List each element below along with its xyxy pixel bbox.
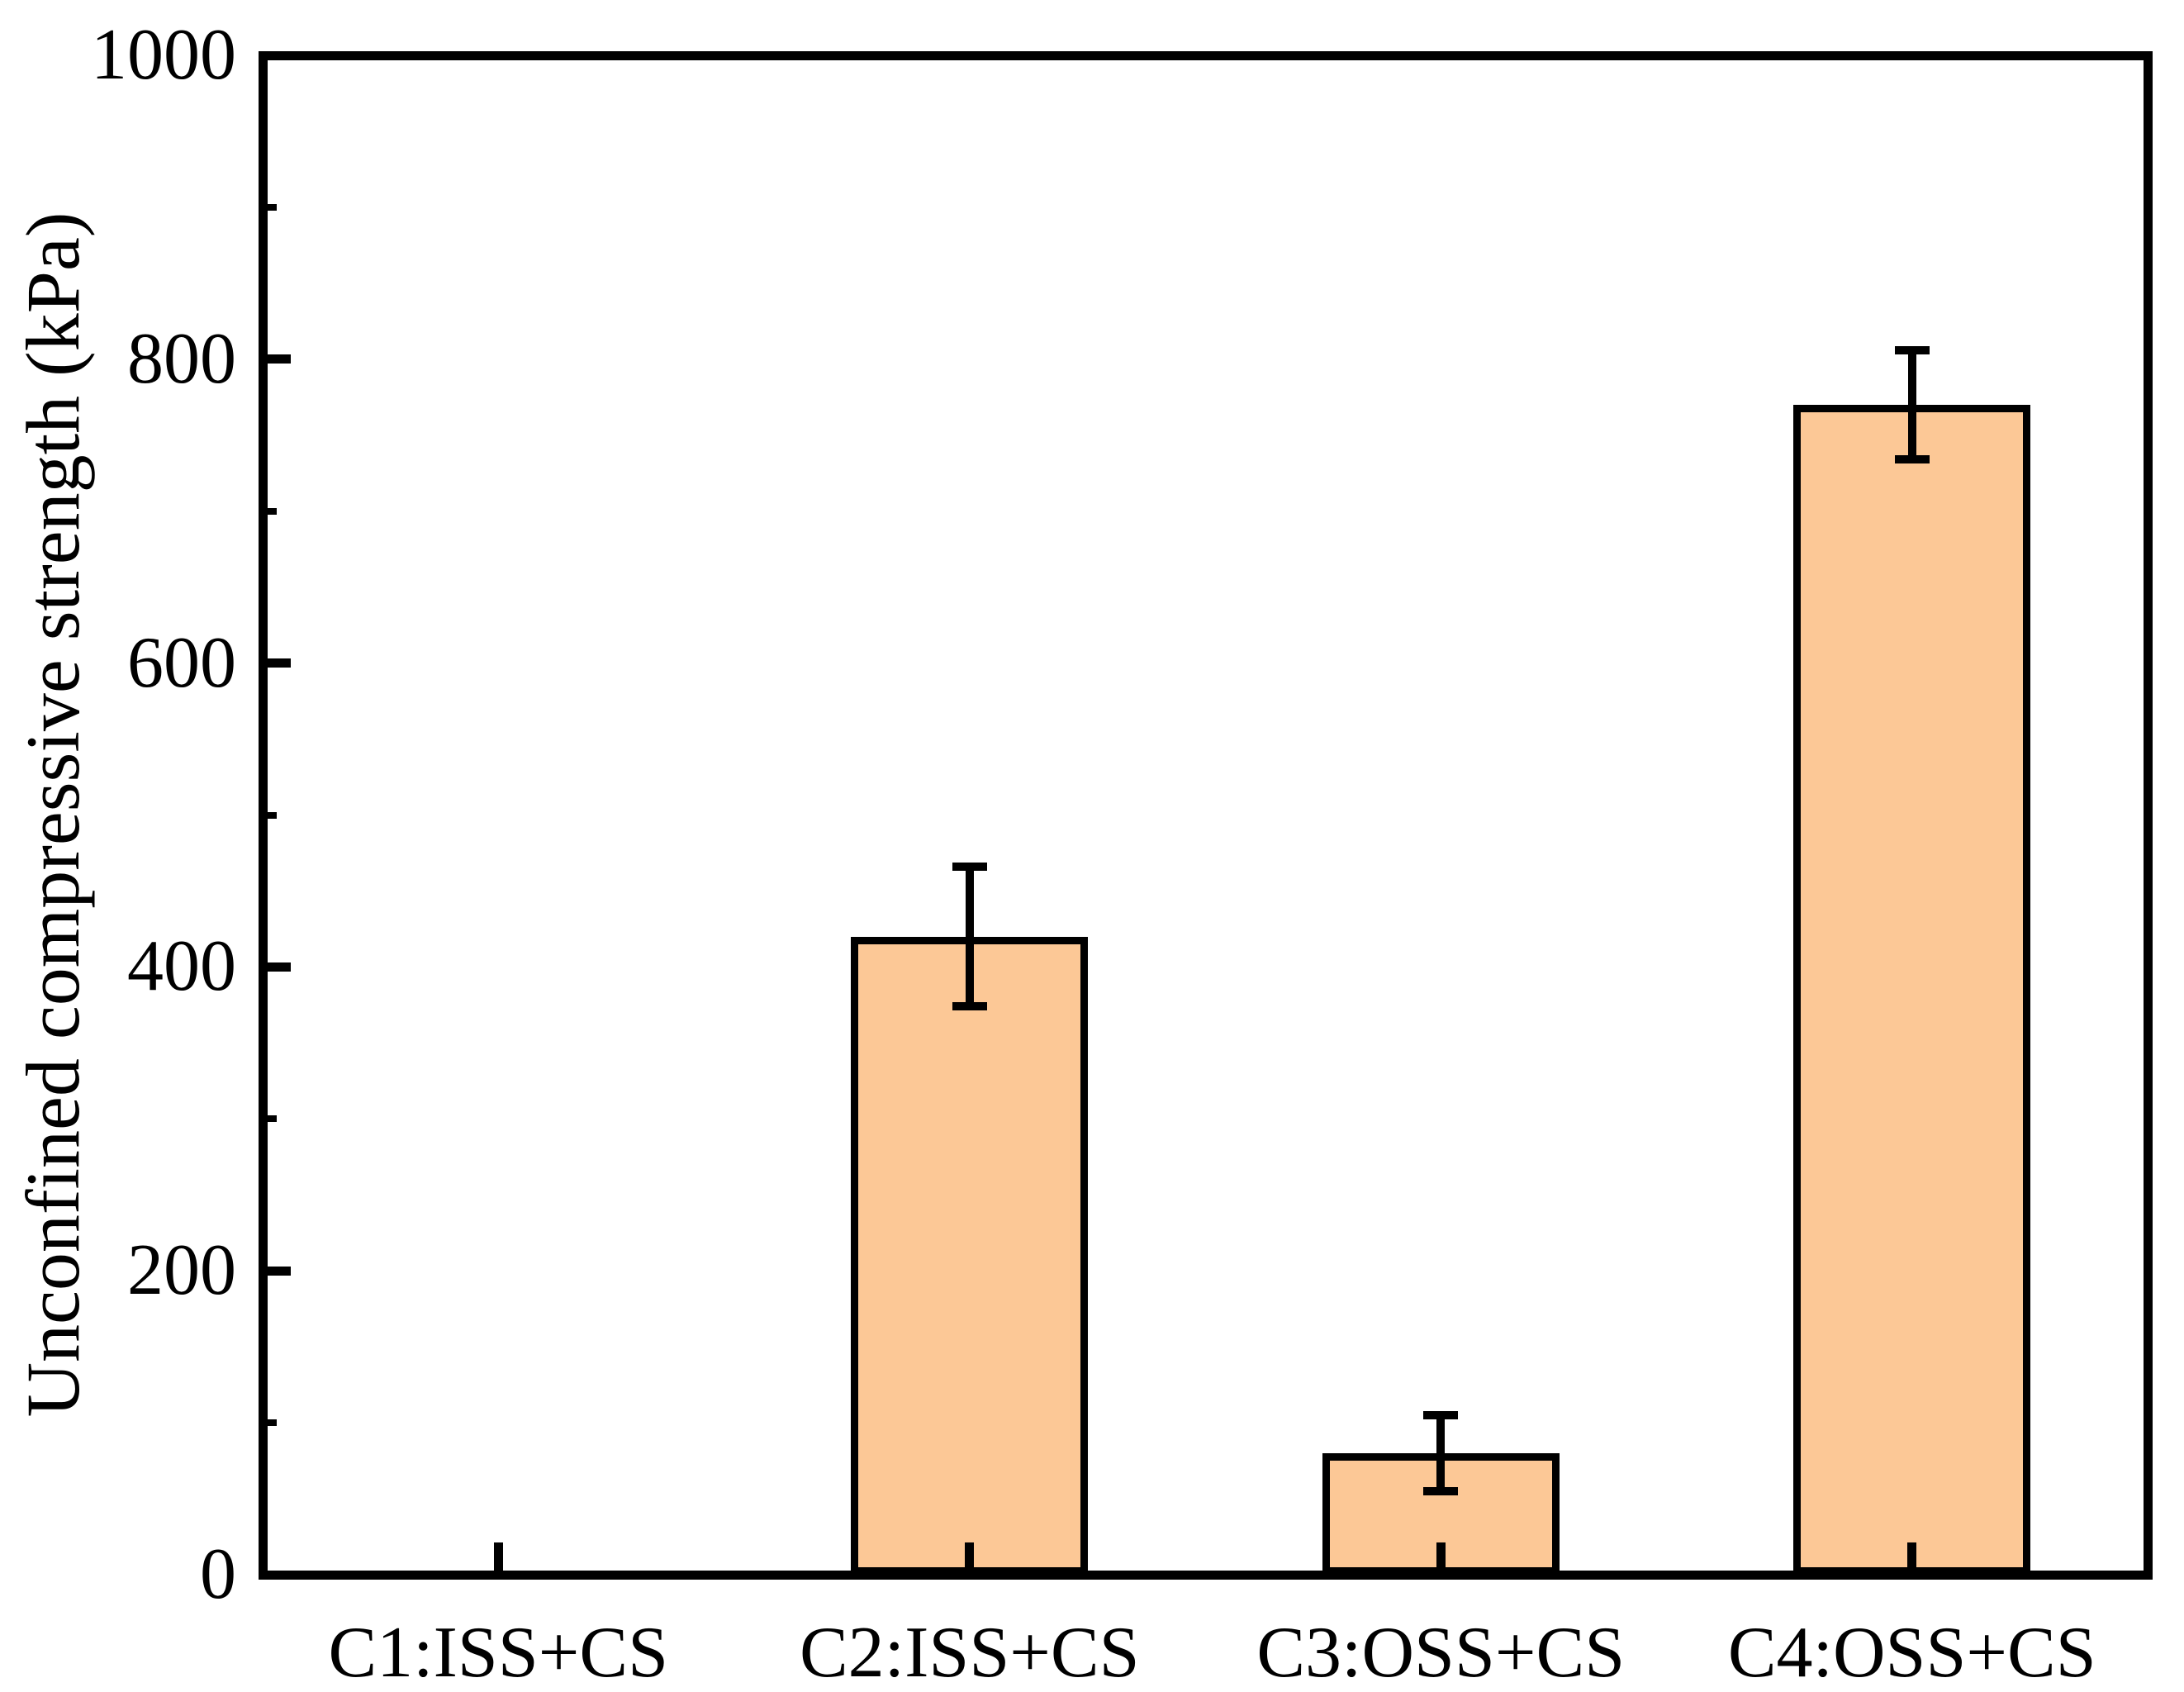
x-tick (1907, 1542, 1917, 1571)
error-bar-cap-top (952, 863, 987, 872)
error-bar-cap-top (1894, 345, 1930, 354)
x-tick (965, 1542, 975, 1571)
y-major-tick (263, 658, 291, 668)
x-category-label: C3:OSS+CS (1256, 1613, 1626, 1692)
y-tick-label: 400 (127, 926, 236, 1007)
y-tick-label: 0 (200, 1534, 236, 1614)
error-bar-cap-bottom (1423, 1486, 1459, 1495)
y-tick-label: 800 (127, 318, 236, 399)
bar-C2 (851, 936, 1089, 1575)
x-tick (493, 1542, 503, 1571)
x-category-label: C1:ISS+CS (328, 1613, 669, 1692)
y-major-tick (263, 1266, 291, 1276)
y-minor-tick (263, 1115, 277, 1123)
x-category-label: C4:OSS+CS (1727, 1613, 2096, 1692)
error-bar-cap-bottom (952, 1002, 987, 1011)
bar-C4 (1793, 404, 2031, 1575)
y-minor-tick (263, 811, 277, 819)
y-minor-tick (263, 203, 277, 211)
y-major-tick (263, 354, 291, 364)
error-bar-cap-bottom (1894, 455, 1930, 464)
y-tick-label: 1000 (91, 15, 236, 95)
y-tick-label: 200 (127, 1230, 236, 1311)
error-bar-stem (1436, 1414, 1446, 1491)
error-bar-stem (965, 867, 974, 1007)
y-tick-label: 600 (127, 622, 236, 703)
error-bar-stem (1907, 349, 1916, 460)
y-minor-tick (263, 507, 277, 515)
x-tick (1436, 1542, 1446, 1571)
x-category-label: C2:ISS+CS (799, 1613, 1140, 1692)
y-major-tick (263, 962, 291, 972)
error-bar-cap-top (1423, 1410, 1459, 1419)
y-minor-tick (263, 1419, 277, 1427)
